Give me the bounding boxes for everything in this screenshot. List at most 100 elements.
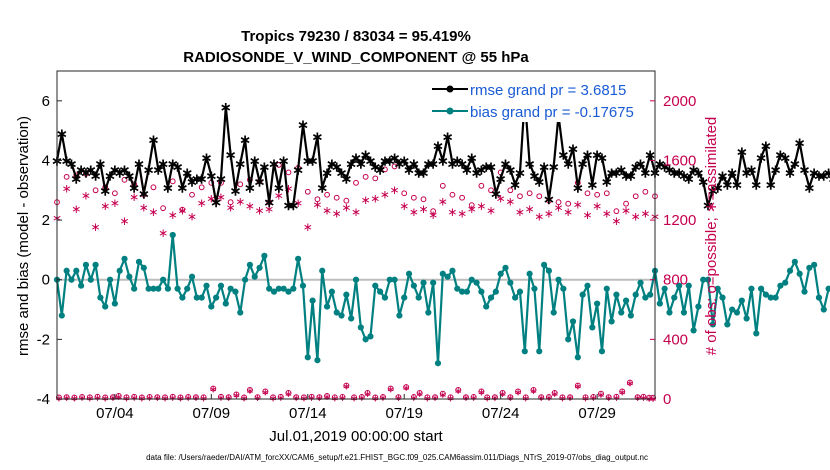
rmse-line: [55, 96, 830, 207]
bias-point: [87, 276, 94, 283]
bias-point: [565, 336, 572, 343]
obs-assimilated-point: ∗: [612, 393, 620, 404]
bias-point: [111, 300, 118, 307]
obs-possible-point: [160, 205, 166, 212]
bias-point: [690, 327, 697, 334]
y-tick-label: -4: [37, 391, 50, 408]
bias-point: [753, 330, 760, 337]
rmse-point: ∗: [302, 152, 314, 168]
bias-point: [796, 270, 803, 277]
obs-possible-point: [285, 390, 292, 397]
bias-point: [618, 309, 625, 316]
rmse-point: ∗: [99, 182, 111, 198]
rmse-point: ∗: [215, 170, 227, 186]
bias-point: [92, 261, 99, 268]
y-axis-left: -4 -2 0 2 4 6: [37, 93, 62, 408]
bias-point: [729, 306, 736, 313]
bias-point: [526, 270, 533, 277]
bias-point: [343, 291, 350, 298]
obs-possible-point: [362, 173, 369, 180]
bias-point: [338, 312, 345, 319]
rmse-point: ∗: [697, 173, 709, 189]
rmse-point: ∗: [95, 155, 107, 171]
bias-point: [685, 282, 692, 289]
bias-point: [372, 282, 379, 289]
obs-assimilated-point: ∗: [177, 204, 187, 218]
obs-assimilated-point: ∗: [563, 205, 573, 219]
obs-assimilated-point: ∗: [380, 187, 390, 201]
rmse-point: ∗: [823, 164, 830, 180]
obs-assimilated-point: ∗: [514, 388, 522, 399]
obs-possible-point: [484, 394, 491, 401]
rmse-point: ∗: [157, 155, 169, 171]
rmse-point: ∗: [558, 146, 570, 162]
obs-possible-point: [626, 379, 633, 386]
bias-point: [295, 255, 302, 262]
rmse-point: ∗: [119, 161, 131, 177]
obs-assimilated-point: ∗: [235, 195, 245, 209]
obs-possible-point: [650, 394, 657, 401]
bias-point: [116, 267, 123, 274]
rmse-point: ∗: [225, 146, 237, 162]
bias-point: [497, 270, 504, 277]
plot-area: ∗∗∗∗∗∗ ∗∗∗∗ ∗∗∗ ∗ ∗∗ ∗ ∗∗ ∗ ∗ ∗ ∗∗∗∗∗∗ ∗ ∗ ∗ ∗∗ ∗ ∗ ∗∗ ∗ ∗ ∗…: [51, 70, 830, 405]
bias-point: [622, 297, 630, 304]
obs-possible-point: [515, 388, 522, 395]
legend-bias-label: bias grand pr = -0.17675: [470, 104, 634, 121]
y-axis-right: 0 400 800 1200 1600 2000: [650, 93, 696, 408]
bias-point: [512, 294, 519, 301]
bias-series: [53, 231, 830, 367]
obs-possible-point: [227, 199, 234, 206]
bias-point: [285, 288, 292, 295]
rmse-point: ∗: [365, 152, 377, 168]
rmse-point: ∗: [480, 158, 492, 174]
rmse-point: ∗: [755, 149, 767, 165]
bias-point: [106, 276, 114, 283]
rmse-point: ∗: [495, 170, 507, 186]
obs-assimilated-point: ∗: [582, 208, 592, 222]
obs-assimilated-point: ∗: [245, 199, 255, 213]
bias-point: [405, 270, 413, 277]
bias-point: [352, 276, 360, 283]
bias-point: [188, 273, 196, 280]
bias-point: [483, 303, 490, 310]
obs-possible-point: [416, 390, 423, 397]
rmse-point: ∗: [586, 176, 598, 192]
bias-point: [545, 267, 553, 274]
bias-point: [458, 288, 466, 295]
obs-possible-point: [200, 394, 207, 401]
obs-assimilated-point: ∗: [554, 201, 564, 215]
chart-title-line2: RADIOSONDE_V_WIND_COMPONENT @ 55 hPa: [183, 49, 529, 66]
obs-possible-point: [488, 187, 494, 194]
obs-possible-point: [237, 181, 244, 188]
obs-possible-point: [536, 193, 543, 200]
bias-point: [584, 282, 591, 289]
obs-assimilated-point: ∗: [93, 393, 101, 404]
footnote: data file: /Users/raeder/DAI/ATM_forcXX/…: [146, 453, 648, 462]
obs-assimilated-point: ∗: [71, 202, 81, 216]
obs-assimilated-point: ∗: [639, 393, 647, 404]
obs-possible-point: [555, 199, 562, 206]
rmse-point: ∗: [205, 167, 217, 183]
rmse-point: ∗: [181, 164, 193, 180]
obs-possible-point: [146, 394, 153, 401]
obs-possible-point: [410, 394, 417, 401]
rmse-point: ∗: [818, 167, 830, 183]
obs-assimilated-point: ∗: [602, 207, 612, 221]
obs-assimilated-point: ∗: [363, 389, 371, 400]
obs-assimilated-point: ∗: [597, 390, 605, 401]
obs-assimilated-point: ∗: [626, 379, 634, 390]
rmse-point: ∗: [529, 167, 541, 183]
rmse-point: ∗: [355, 155, 367, 171]
rmse-point: ∗: [442, 129, 454, 145]
bias-point: [536, 348, 543, 355]
obs-assimilated-point: ∗: [130, 393, 138, 404]
obs-possible-point: [353, 179, 359, 186]
bias-point: [502, 264, 509, 271]
obs-possible-point: [162, 394, 169, 401]
y-axis-label: rmse and bias (model - observation): [15, 116, 32, 356]
rmse-point: ∗: [360, 146, 372, 162]
rmse-point: ∗: [90, 167, 102, 183]
obs-assimilated-point: ∗: [129, 190, 139, 204]
obs-assimilated-point: ∗: [370, 192, 380, 206]
